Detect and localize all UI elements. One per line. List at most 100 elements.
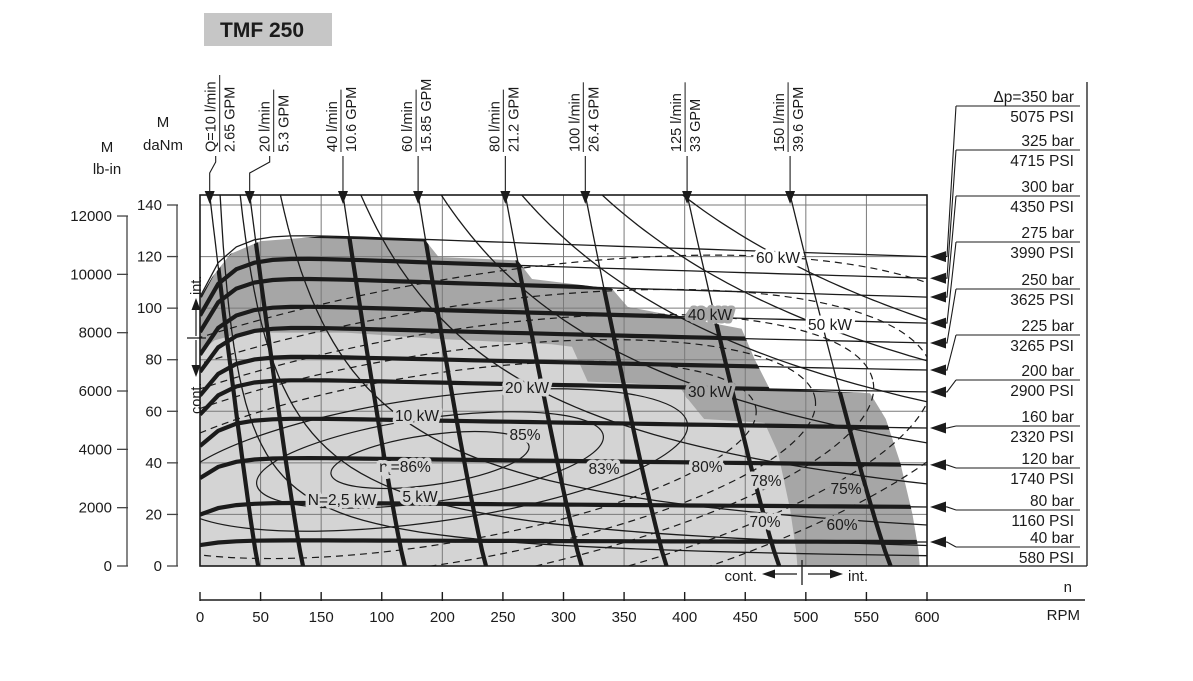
power-curve-5kw <box>239 195 927 547</box>
flow-label-us: 21.2 GPM <box>506 87 522 152</box>
pressure-label-metric: Δp=350 bar <box>993 89 1074 106</box>
duty-axis-marker: int. cont. <box>187 276 206 414</box>
flow-arrow-down-icon <box>337 191 348 204</box>
efficiency-label: 70% <box>749 514 780 531</box>
pressure-label-us: 1160 PSI <box>1011 513 1074 530</box>
pressure-label-us: 1740 PSI <box>1010 471 1074 488</box>
pressure-label-metric: 250 bar <box>1021 272 1074 289</box>
efficiency-label: 85% <box>509 427 540 444</box>
pressure-arrow-left-icon <box>930 422 946 434</box>
pressure-label-us: 3265 PSI <box>1010 338 1074 355</box>
power-curve-label: 30 kW <box>688 384 732 401</box>
lbin-tick-label: 8000 <box>79 325 112 342</box>
x-axis-tick-label: 300 <box>551 609 576 626</box>
efficiency-label: 75% <box>830 481 861 498</box>
duty-bottom-int-label: int. <box>848 568 868 585</box>
danm-tick-label: 80 <box>145 352 162 369</box>
danm-axis-title: M <box>157 114 170 131</box>
flow-label-metric: 150 l/min <box>772 93 788 152</box>
title-box <box>204 13 332 46</box>
flow-label-us: 39.6 GPM <box>791 87 807 152</box>
efficiency-contour-60 <box>200 254 927 566</box>
power-curve-label: 50 kW <box>808 317 852 334</box>
power-curve-label: N=2,5 kW <box>308 492 377 509</box>
pressure-arrow-left-icon <box>930 459 946 471</box>
pressure-label-us: 2900 PSI <box>1010 383 1074 400</box>
lbin-tick-label: 6000 <box>79 383 112 400</box>
pressure-label-metric: 200 bar <box>1021 363 1074 380</box>
lbin-tick-label: 10000 <box>70 266 112 283</box>
flow-label-metric: 125 l/min <box>669 93 685 152</box>
pressure-label-metric: 225 bar <box>1021 318 1074 335</box>
axes <box>117 204 1085 601</box>
flow-leader-line <box>249 156 271 196</box>
efficiency-label: 60% <box>826 517 857 534</box>
x-axis-tick-label: 100 <box>369 609 394 626</box>
pressure-label-metric: 80 bar <box>1030 493 1074 510</box>
duty-bottom-marker <box>762 560 843 585</box>
flow-arrow-down-icon <box>413 191 424 204</box>
flow-label-metric: Q=10 l/min <box>204 81 220 152</box>
pressure-arrow-left-icon <box>930 501 946 513</box>
flow-arrow-down-icon <box>204 191 215 204</box>
flow-arrow-down-icon <box>500 191 511 204</box>
flow-line-thick-60lmin <box>416 236 489 566</box>
pressure-labels: Δp=350 bar 5075 PSI 325 bar 4715 PSI 300 bar… <box>930 89 1080 567</box>
flow-arrow-down-icon <box>580 191 591 204</box>
power-curve-label: 10 kW <box>395 408 439 425</box>
pressure-label-metric: 40 bar <box>1030 530 1074 547</box>
pressure-label-us: 580 PSI <box>1019 550 1074 567</box>
x-axis-tick-label: 600 <box>914 609 939 626</box>
duty-bottom-cont-label: cont. <box>724 568 757 585</box>
x-axis-name: n <box>1064 579 1072 596</box>
x-axis-tick-label: 350 <box>612 609 637 626</box>
danm-axis-unit: daNm <box>143 137 183 154</box>
pressure-curve-thick-120bar <box>200 455 920 480</box>
flow-arrow-down-icon <box>785 191 796 204</box>
lbin-axis-title: M <box>101 139 114 156</box>
x-axis-tick-label: 400 <box>672 609 697 626</box>
pressure-arrow-left-icon <box>930 536 946 548</box>
flow-label-us: 15.85 GPM <box>419 79 435 152</box>
x-axis-tick-label: 200 <box>430 609 455 626</box>
danm-tick-label: 100 <box>137 300 162 317</box>
pressure-label-us: 4350 PSI <box>1010 199 1074 216</box>
pressure-curve-thick-40bar <box>200 538 920 548</box>
x-axis-tick-label: 550 <box>854 609 879 626</box>
flow-line-thick-40lmin <box>340 236 407 566</box>
flow-label-us: 26.4 GPM <box>586 87 602 152</box>
flow-label-us: 10.6 GPM <box>344 87 360 152</box>
pressure-label-us: 2320 PSI <box>1010 429 1074 446</box>
pressure-arrow-left-icon <box>930 364 946 376</box>
x-axis-tick-label: 500 <box>793 609 818 626</box>
efficiency-contour-86 <box>330 430 530 490</box>
efficiency-label: 78% <box>750 473 781 490</box>
danm-tick-label: 40 <box>145 455 162 472</box>
power-curve-label: 60 kW <box>756 250 800 267</box>
flow-label-us: 5.3 GPM <box>277 95 293 152</box>
pressure-label-us: 5075 PSI <box>1010 109 1074 126</box>
efficiency-label: 83% <box>588 461 619 478</box>
pressure-label-metric: 120 bar <box>1021 451 1074 468</box>
danm-tick-label: 140 <box>137 197 162 214</box>
efficiency-label: 80% <box>691 459 722 476</box>
lbin-tick-label: 4000 <box>79 441 112 458</box>
plot-border <box>199 194 928 567</box>
region-continuous <box>200 332 798 566</box>
lbin-tick-label: 0 <box>104 558 112 575</box>
pressure-label-us: 3990 PSI <box>1010 245 1074 262</box>
danm-tick-label: 0 <box>154 558 162 575</box>
x-axis-tick-label: 0 <box>196 609 204 626</box>
pressure-label-metric: 160 bar <box>1021 409 1074 426</box>
flow-label-us: 33 GPM <box>688 99 704 152</box>
duty-int-label: int. <box>189 276 205 295</box>
power-curve-50kw <box>601 195 927 362</box>
flow-label-metric: 40 l/min <box>325 101 341 152</box>
pressure-arrow-left-icon <box>930 386 946 398</box>
duty-down-arrow-icon <box>191 365 201 377</box>
danm-tick-label: 60 <box>145 403 162 420</box>
pressure-label-metric: 300 bar <box>1021 179 1074 196</box>
pressure-arrow-left-icon <box>930 291 946 303</box>
power-curve-label: 5 kW <box>402 489 438 506</box>
pressure-arrow-left-icon <box>930 317 946 329</box>
